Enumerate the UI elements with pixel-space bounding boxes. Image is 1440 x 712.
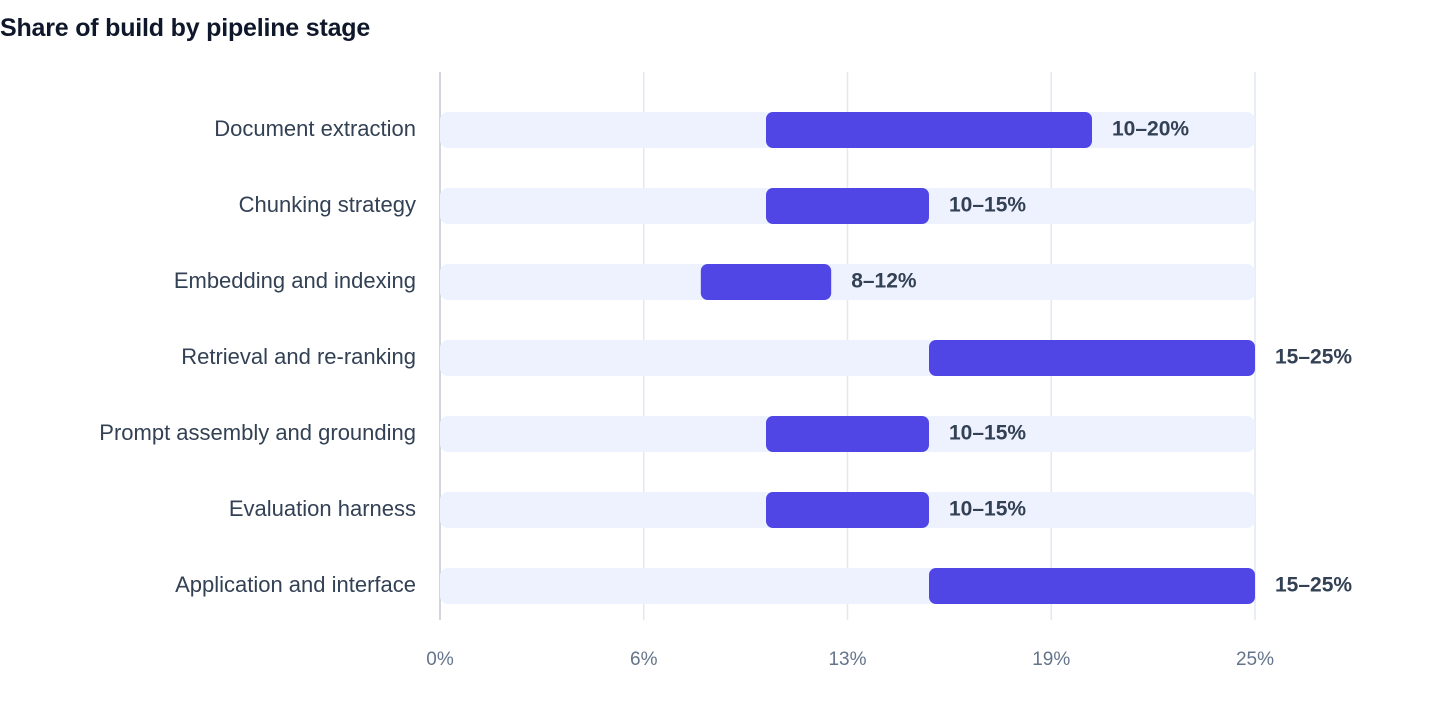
- x-tick-label: 6%: [630, 649, 658, 670]
- label-layer: Document extraction 10–20% Chunking strate…: [99, 116, 1352, 597]
- value-label: 10–15%: [949, 422, 1026, 445]
- range-bar: [766, 112, 1092, 148]
- value-label: 8–12%: [851, 270, 917, 293]
- tick-layer: 0% 6% 13% 19% 25%: [426, 649, 1274, 670]
- category-label: Document extraction: [214, 116, 416, 141]
- category-label: Evaluation harness: [229, 496, 416, 521]
- range-bar: [766, 188, 929, 224]
- bar-layer: [700, 112, 1255, 604]
- category-label: Embedding and indexing: [174, 268, 416, 293]
- x-tick-label: 19%: [1032, 649, 1070, 670]
- value-label: 15–25%: [1275, 346, 1352, 369]
- value-label: 10–20%: [1112, 118, 1189, 141]
- x-tick-label: 25%: [1236, 649, 1274, 670]
- x-tick-label: 13%: [828, 649, 866, 670]
- range-bar: [700, 264, 832, 300]
- chart-title: Share of build by pipeline stage: [0, 14, 371, 42]
- category-label: Chunking strategy: [239, 192, 416, 217]
- range-bar: [929, 568, 1255, 604]
- category-label: Prompt assembly and grounding: [99, 420, 416, 445]
- value-label: 10–15%: [949, 498, 1026, 521]
- range-bar: [766, 416, 929, 452]
- value-label: 10–15%: [949, 194, 1026, 217]
- category-label: Retrieval and re-ranking: [181, 344, 416, 369]
- value-label: 15–25%: [1275, 574, 1352, 597]
- range-bar: [766, 492, 929, 528]
- x-tick-label: 0%: [426, 649, 454, 670]
- category-label: Application and interface: [175, 572, 416, 597]
- range-bar: [929, 340, 1255, 376]
- bar-track: [440, 264, 1255, 300]
